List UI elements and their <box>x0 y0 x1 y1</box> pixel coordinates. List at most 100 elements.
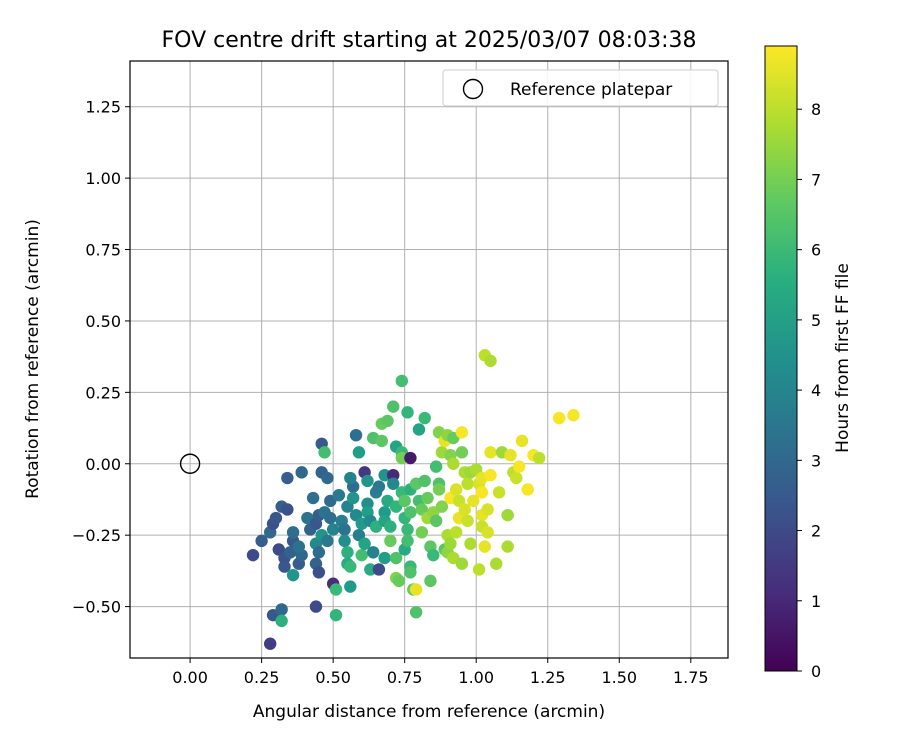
data-point <box>435 500 449 513</box>
data-point <box>387 477 400 490</box>
data-point <box>378 468 391 482</box>
data-point <box>378 551 391 565</box>
data-point <box>338 523 351 536</box>
x-tick-label: 0.25 <box>244 668 280 687</box>
data-point <box>329 608 343 622</box>
data-point <box>324 511 337 525</box>
data-point <box>389 551 403 565</box>
plot-frame <box>129 60 729 659</box>
data-point <box>455 557 469 570</box>
data-point <box>312 546 326 559</box>
data-point <box>567 409 580 422</box>
data-point <box>338 534 351 548</box>
data-point <box>329 583 343 596</box>
x-tick-label: 1.00 <box>458 668 494 687</box>
x-tick-label: 0.00 <box>172 668 208 687</box>
data-point <box>264 637 277 650</box>
colorbar-tick-label: 4 <box>811 381 821 400</box>
data-point <box>286 568 300 582</box>
data-point <box>490 557 503 570</box>
colorbar-tick-label: 1 <box>811 592 821 611</box>
data-point <box>387 400 400 413</box>
data-point <box>321 534 334 548</box>
data-point <box>281 471 294 485</box>
data-point <box>424 574 437 588</box>
data-point <box>458 503 471 516</box>
data-point <box>512 460 526 473</box>
data-point <box>358 537 371 550</box>
data-point <box>352 446 366 459</box>
data-point <box>409 583 423 596</box>
data-point <box>395 374 409 388</box>
data-point <box>344 471 357 485</box>
colorbar-tick-label: 0 <box>811 662 821 681</box>
data-point <box>432 483 446 496</box>
data-point <box>552 411 566 425</box>
x-tick-label: 1.75 <box>673 668 709 687</box>
data-point <box>404 506 417 519</box>
data-point <box>504 448 517 462</box>
colorbar-tick-label: 6 <box>811 241 821 260</box>
data-point <box>404 566 417 579</box>
data-point <box>395 451 409 465</box>
y-tick-label: 0.00 <box>85 455 121 474</box>
data-point <box>484 354 497 368</box>
colorbar: 0 1 2 3 4 5 6 7 8 Hours from first FF file <box>764 45 853 681</box>
data-point <box>449 483 463 496</box>
data-point <box>429 460 443 473</box>
x-tick-label: 1.25 <box>530 668 566 687</box>
colorbar-tick-label: 5 <box>811 311 821 330</box>
legend-entry-reference-platepar: Reference platepar <box>510 80 672 100</box>
data-point <box>409 606 423 619</box>
data-point <box>372 480 386 493</box>
data-point <box>481 503 494 516</box>
y-tick-label: 0.25 <box>85 383 121 402</box>
data-point <box>349 428 363 442</box>
data-point <box>515 434 529 448</box>
data-point <box>481 526 494 539</box>
data-point <box>295 466 308 479</box>
data-point <box>532 451 546 465</box>
data-point <box>472 563 486 576</box>
data-point <box>281 503 294 516</box>
data-point <box>384 534 397 548</box>
data-point <box>372 563 386 576</box>
data-point <box>398 494 411 508</box>
data-point <box>326 523 340 536</box>
data-point <box>346 491 360 505</box>
data-point <box>321 471 334 485</box>
data-point <box>381 414 394 428</box>
data-point <box>367 546 380 559</box>
data-point <box>464 537 477 550</box>
data-point <box>275 603 288 616</box>
colorbar-gradient <box>764 45 798 672</box>
colorbar-label: Hours from first FF file <box>833 263 853 453</box>
data-point <box>392 574 406 588</box>
data-point <box>415 526 429 539</box>
data-point <box>361 474 374 488</box>
data-point <box>375 434 388 448</box>
x-axis-label: Angular distance from reference (arcmin) <box>253 702 605 722</box>
y-tick-label: 0.50 <box>85 312 121 331</box>
data-point <box>278 560 291 573</box>
data-point <box>501 540 514 553</box>
data-point <box>447 457 460 470</box>
reference-layer <box>179 453 201 474</box>
data-point <box>355 548 368 562</box>
y-tick-label: −0.25 <box>72 526 121 545</box>
data-point <box>404 451 417 465</box>
data-point <box>378 506 391 519</box>
data-point <box>510 471 523 485</box>
data-point <box>461 514 474 528</box>
data-point <box>421 491 434 505</box>
data-point <box>521 483 534 496</box>
data-point <box>475 486 489 499</box>
x-axis-ticks: 0.00 0.25 0.50 0.75 1.00 1.25 1.50 1.75 <box>172 658 709 687</box>
data-point <box>478 540 491 553</box>
data-point <box>492 486 506 499</box>
data-point <box>286 526 300 539</box>
legend: Reference platepar <box>442 69 719 107</box>
y-tick-label: −0.50 <box>72 598 121 617</box>
data-point <box>275 614 288 628</box>
